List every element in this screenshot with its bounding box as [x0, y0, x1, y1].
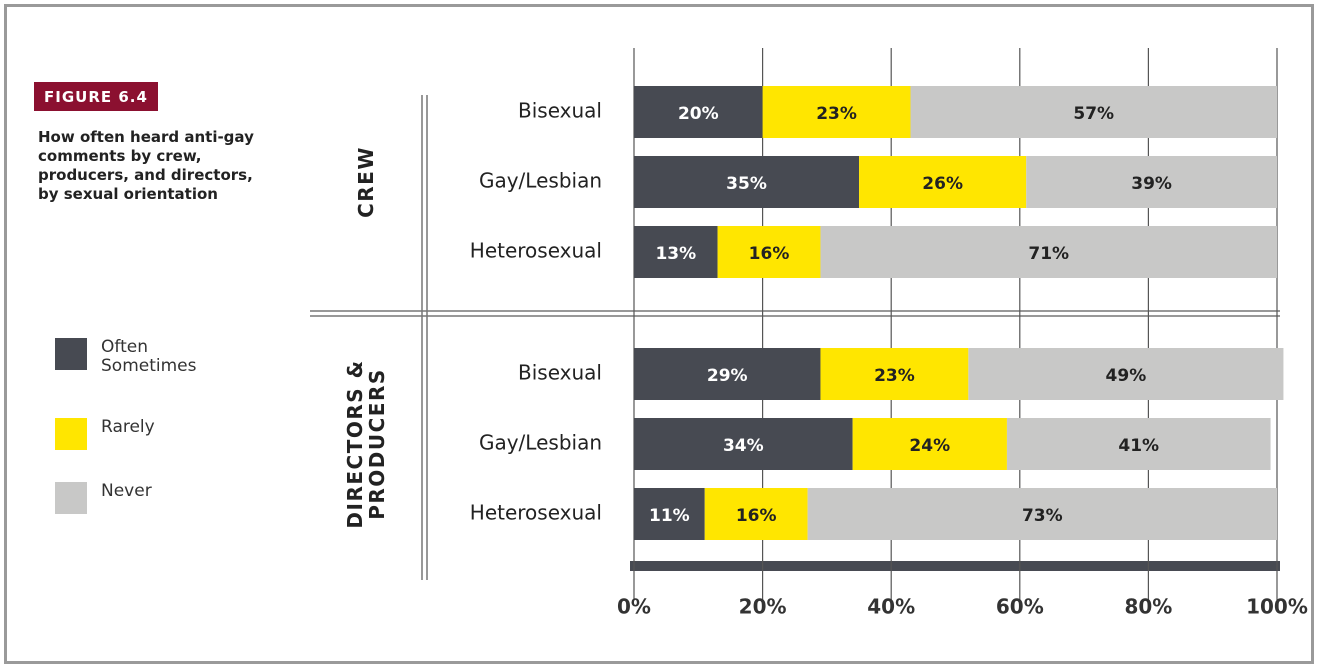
group-label: CREW	[354, 146, 378, 218]
x-tick-label: 40%	[867, 595, 915, 619]
legend-item: Never	[55, 482, 211, 514]
bar-segment	[762, 86, 911, 138]
axis-bar	[630, 561, 1280, 571]
title: How often heard anti-gay comments by cre…	[38, 128, 254, 203]
bar-segment	[717, 226, 821, 278]
legend-label: Often Sometimes	[101, 337, 197, 376]
legend-swatch	[55, 482, 87, 514]
bar-segment	[820, 226, 1277, 278]
value-label: 39%	[1131, 174, 1172, 194]
value-label: 16%	[749, 244, 790, 264]
bar-segment	[910, 86, 1277, 138]
category-label: Gay/Lesbian	[479, 169, 602, 193]
legend-item: Often Sometimes	[55, 338, 201, 376]
x-tick-label: 80%	[1124, 595, 1172, 619]
bar-segment	[634, 418, 853, 470]
category-label: Heterosexual	[470, 501, 602, 525]
bar-segment	[634, 488, 705, 540]
value-label: 73%	[1022, 506, 1063, 526]
bar-segment	[634, 86, 763, 138]
value-label: 20%	[678, 104, 719, 124]
x-tick-label: 60%	[996, 595, 1044, 619]
legend-swatch	[55, 338, 87, 370]
value-label: 24%	[909, 436, 950, 456]
value-label: 11%	[649, 506, 690, 526]
value-label: 34%	[723, 436, 764, 456]
bar-segment	[634, 156, 860, 208]
bar-segment	[859, 156, 1027, 208]
legend-label: Rarely	[101, 417, 155, 437]
value-label: 41%	[1118, 436, 1159, 456]
value-label: 57%	[1073, 104, 1114, 124]
bar-segment	[634, 348, 821, 400]
x-tick-label: 20%	[739, 595, 787, 619]
bar-segment	[1006, 418, 1271, 470]
value-label: 23%	[816, 104, 857, 124]
category-label: Gay/Lesbian	[479, 431, 602, 455]
bar-segment	[1026, 156, 1277, 208]
figure-label: FIGURE 6.4	[34, 82, 158, 111]
value-label: 26%	[922, 174, 963, 194]
legend-label: Never	[101, 481, 152, 501]
legend-item: Rarely	[55, 418, 211, 450]
value-label: 13%	[655, 244, 696, 264]
bar-segment	[807, 488, 1277, 540]
bar-segment	[820, 348, 969, 400]
bar-segment	[634, 226, 718, 278]
category-label: Bisexual	[518, 361, 602, 385]
x-tick-label: 100%	[1246, 595, 1308, 619]
value-label: 23%	[874, 366, 915, 386]
bar-segment	[968, 348, 1284, 400]
bar-segment	[852, 418, 1007, 470]
legend-swatch	[55, 418, 87, 450]
bar-segment	[704, 488, 808, 540]
value-label: 16%	[736, 506, 777, 526]
x-tick-label: 0%	[617, 595, 651, 619]
category-label: Bisexual	[518, 99, 602, 123]
group-label: DIRECTORS & PRODUCERS	[343, 359, 389, 529]
value-label: 49%	[1106, 366, 1147, 386]
value-label: 35%	[726, 174, 767, 194]
value-label: 71%	[1028, 244, 1069, 264]
category-label: Heterosexual	[470, 239, 602, 263]
value-label: 29%	[707, 366, 748, 386]
